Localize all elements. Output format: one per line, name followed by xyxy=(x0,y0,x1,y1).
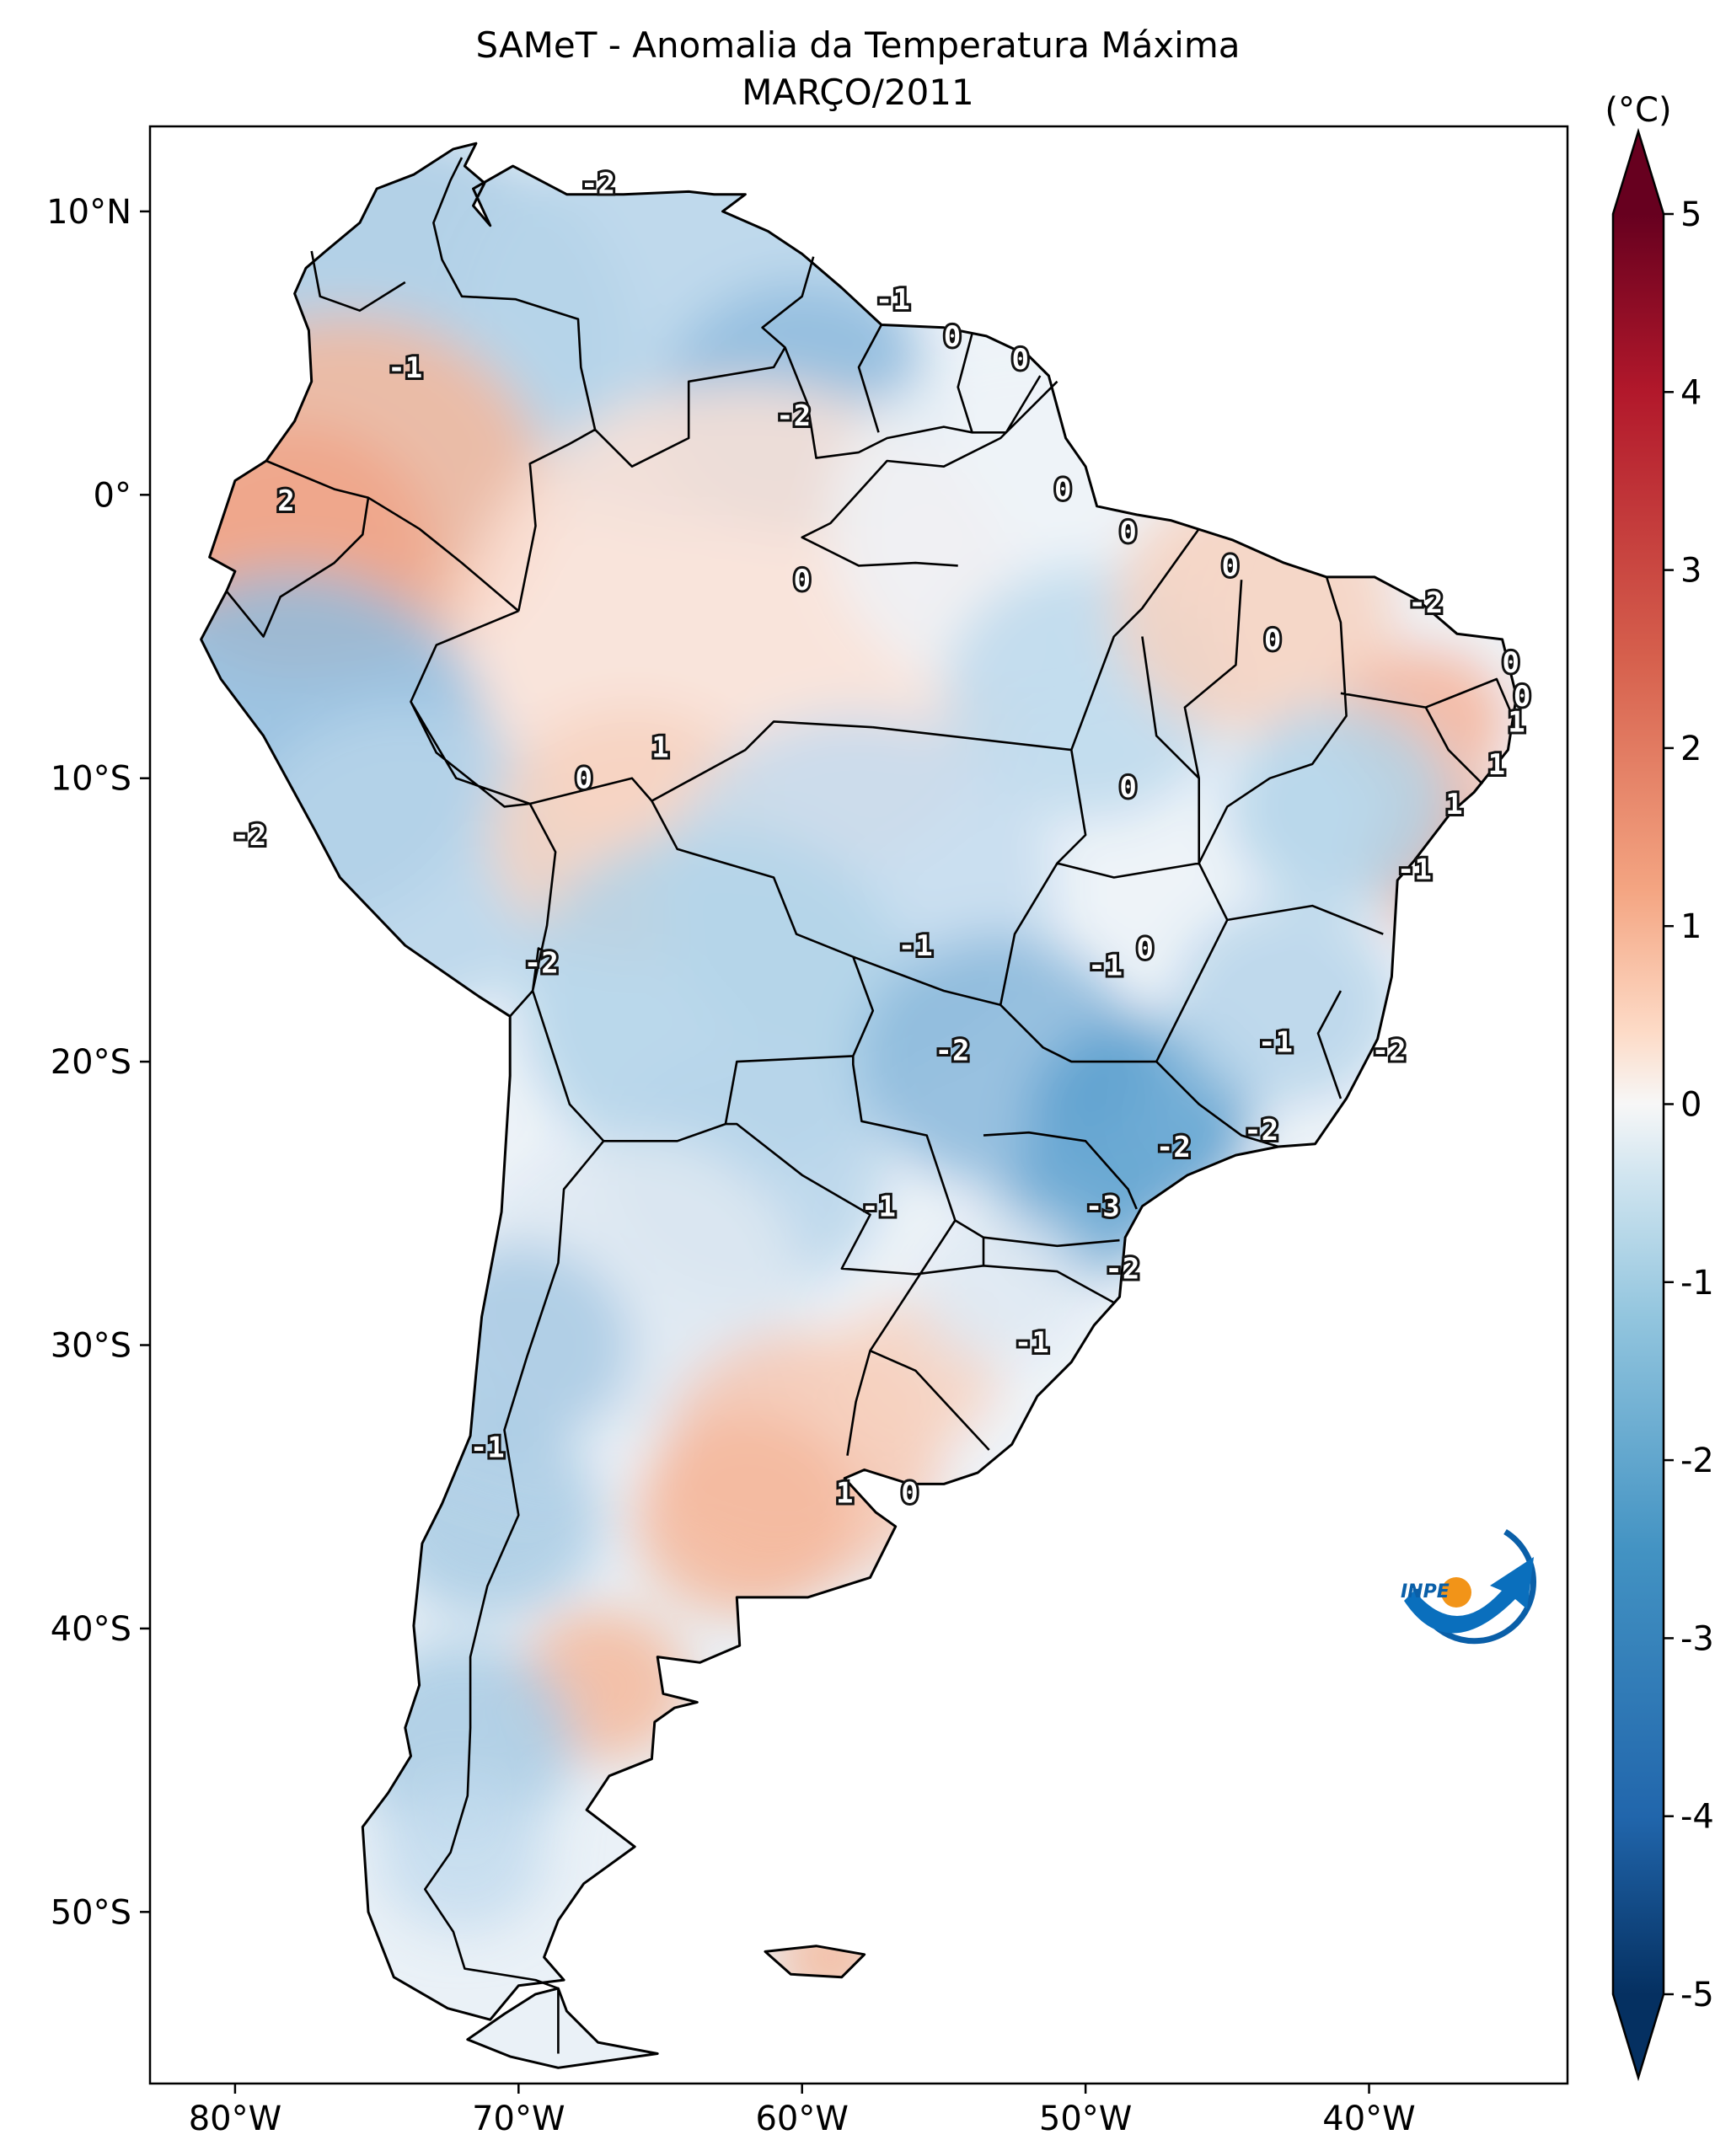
contour-label: 0 xyxy=(1264,623,1281,657)
contour-label: 0 xyxy=(1119,516,1136,549)
lon-tick-label: 60°W xyxy=(755,2100,848,2138)
inpe-logo: INPE xyxy=(1401,1529,1536,1645)
lon-tick-label: 40°W xyxy=(1322,2100,1415,2138)
colorbar-tick-label: 4 xyxy=(1680,373,1702,412)
lat-tick-label: 40°S xyxy=(51,1610,131,1649)
contour-label: -2 xyxy=(581,167,615,201)
contour-label: 0 xyxy=(1054,473,1071,507)
colorbar-tick-label: 0 xyxy=(1680,1086,1702,1125)
map-frame xyxy=(148,125,1569,2085)
longitude-axis: 80°W 70°W 60°W 50°W 40°W xyxy=(189,2084,1416,2138)
contour-label: -1 xyxy=(1258,1026,1293,1060)
colorbar-body xyxy=(1613,214,1664,1994)
contour-label: 1 xyxy=(651,731,668,765)
contour-label: -2 xyxy=(1408,586,1443,620)
lon-tick-label: 80°W xyxy=(189,2100,281,2138)
contour-label: 0 xyxy=(575,762,592,796)
contour-label: -1 xyxy=(861,1190,896,1224)
lat-tick-label: 10°S xyxy=(51,760,131,799)
contour-label: 1 xyxy=(1445,788,1462,821)
lat-tick-label: 50°S xyxy=(51,1893,131,1932)
lat-tick-label: 0° xyxy=(94,476,131,515)
contour-label: -2 xyxy=(1105,1253,1139,1287)
contour-label: -2 xyxy=(1244,1114,1278,1148)
contour-label: 0 xyxy=(1012,343,1029,377)
coastline xyxy=(200,142,1518,2069)
contour-label: -1 xyxy=(1397,853,1432,886)
contour-label: 0 xyxy=(901,1476,918,1510)
lat-tick-label: 10°N xyxy=(46,193,131,232)
contour-label: -1 xyxy=(876,283,910,317)
map-subtitle: MARÇO/2011 xyxy=(742,72,973,113)
lat-tick-label: 20°S xyxy=(51,1043,131,1082)
contour-label: -1 xyxy=(388,351,422,385)
colorbar-max-arrow xyxy=(1613,131,1664,214)
colorbar-unit: (°C) xyxy=(1605,91,1671,130)
colorbar: (°C) 5 4 3 2 1 0 -1 -2 -3 -4 -5 xyxy=(1605,91,1714,2082)
contour-label: 1 xyxy=(1488,748,1505,782)
country-borders xyxy=(225,157,1515,2054)
contour-label: 0 xyxy=(944,320,961,354)
contour-label: -2 xyxy=(232,819,266,853)
contour-label: 0 xyxy=(1514,680,1530,714)
lon-tick-label: 70°W xyxy=(472,2100,565,2138)
contour-label: 1 xyxy=(836,1476,853,1510)
colorbar-tick-label: 3 xyxy=(1680,552,1702,591)
contour-label: -2 xyxy=(1372,1035,1407,1068)
map-title: SAMeT - Anomalia da Temperatura Máxima xyxy=(476,24,1241,66)
contour-label: 0 xyxy=(1119,771,1136,805)
contour-label: -1 xyxy=(1088,950,1123,983)
colorbar-tick-label: -1 xyxy=(1680,1264,1714,1303)
contour-label: 0 xyxy=(1502,646,1519,680)
svg-text:INPE: INPE xyxy=(1401,1581,1450,1602)
contour-label: -1 xyxy=(1015,1326,1049,1360)
contour-label: -2 xyxy=(1156,1131,1191,1164)
contour-label: -2 xyxy=(935,1035,970,1068)
contour-label: -2 xyxy=(776,399,811,433)
colorbar-tick-label: -3 xyxy=(1680,1619,1714,1658)
contour-label: 0 xyxy=(793,564,810,597)
contour-label: 0 xyxy=(1221,549,1238,583)
colorbar-tick-label: -2 xyxy=(1680,1442,1714,1480)
contour-label: 0 xyxy=(1137,933,1154,966)
colorbar-tick-label: 1 xyxy=(1680,907,1702,946)
contour-label: 2 xyxy=(277,484,294,518)
contour-label: -1 xyxy=(470,1431,505,1465)
colorbar-min-arrow xyxy=(1613,1994,1664,2078)
contour-label: -3 xyxy=(1085,1190,1120,1224)
colorbar-tick-label: -5 xyxy=(1680,1976,1714,2014)
contour-label: -1 xyxy=(898,929,933,963)
latitude-axis: 10°N 0° 10°S 20°S 30°S 40°S 50°S xyxy=(46,193,150,1932)
contour-label: -2 xyxy=(524,946,559,980)
lon-tick-label: 50°W xyxy=(1039,2100,1132,2138)
colorbar-tick-label: 2 xyxy=(1680,730,1702,768)
contour-label: 1 xyxy=(1508,705,1525,739)
lat-tick-label: 30°S xyxy=(51,1327,131,1366)
colorbar-tick-label: 5 xyxy=(1680,195,1702,234)
colorbar-tick-label: -4 xyxy=(1680,1798,1714,1837)
